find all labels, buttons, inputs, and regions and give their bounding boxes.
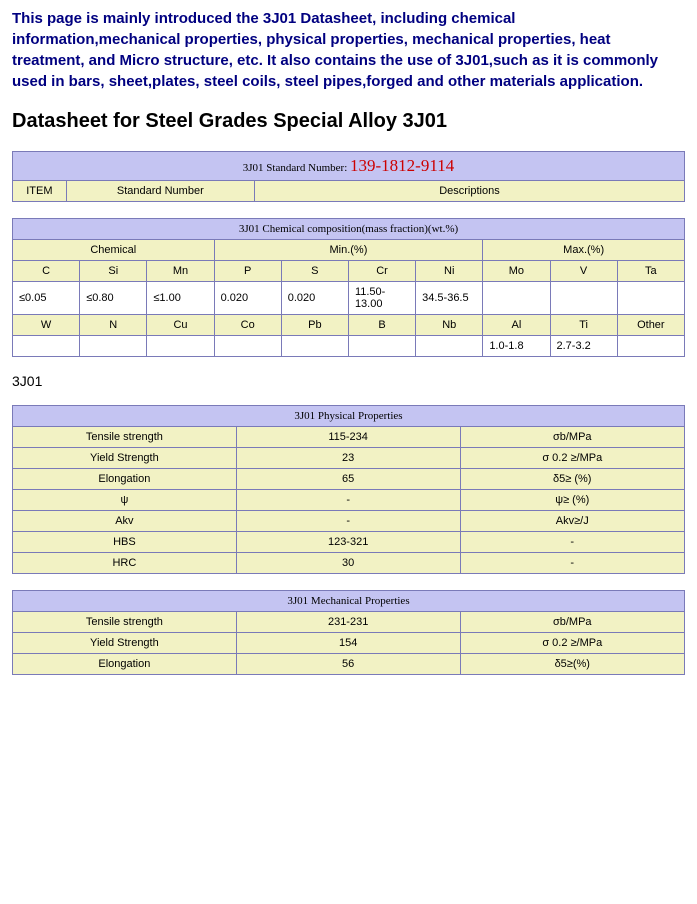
chem-h-chemical: Chemical: [13, 240, 215, 261]
mech-label: Yield Strength: [13, 633, 237, 654]
phys-unit: ψ≥ (%): [460, 490, 684, 511]
chem-label: Mo: [483, 261, 550, 282]
physical-properties-table: 3J01 Physical Properties Tensile strengt…: [12, 405, 685, 574]
chem-label: Mn: [147, 261, 214, 282]
chem-h-max: Max.(%): [483, 240, 685, 261]
phys-label: Yield Strength: [13, 448, 237, 469]
chem-val: 0.020: [281, 282, 348, 315]
page-title: Datasheet for Steel Grades Special Alloy…: [12, 110, 685, 133]
phys-unit: -: [460, 532, 684, 553]
mech-unit: σ 0.2 ≥/MPa: [460, 633, 684, 654]
mech-unit: σb/MPa: [460, 612, 684, 633]
chemical-composition-table: 3J01 Chemical composition(mass fraction)…: [12, 218, 685, 357]
chem-label: Ta: [617, 261, 684, 282]
chem-label: V: [550, 261, 617, 282]
col-desc: Descriptions: [254, 181, 684, 202]
phys-label: HBS: [13, 532, 237, 553]
chem-val: ≤0.05: [13, 282, 80, 315]
standard-number-table: 3J01 Standard Number: 139-1812-9114 ITEM…: [12, 151, 685, 202]
chem-val: ≤1.00: [147, 282, 214, 315]
chem-label: S: [281, 261, 348, 282]
phys-val: 23: [236, 448, 460, 469]
col-std: Standard Number: [66, 181, 254, 202]
chem-val: [214, 336, 281, 357]
chem-val: [348, 336, 415, 357]
phys-unit: Akv≥/J: [460, 511, 684, 532]
phys-title: 3J01 Physical Properties: [13, 406, 685, 427]
phys-label: ψ: [13, 490, 237, 511]
chem-label: Ti: [550, 315, 617, 336]
mech-unit: δ5≥(%): [460, 654, 684, 675]
chem-val: [281, 336, 348, 357]
phys-unit: -: [460, 553, 684, 574]
chem-label: P: [214, 261, 281, 282]
chem-label: Cr: [348, 261, 415, 282]
mech-val: 56: [236, 654, 460, 675]
chem-label: C: [13, 261, 80, 282]
chem-val: ≤0.80: [80, 282, 147, 315]
mech-val: 154: [236, 633, 460, 654]
phys-val: 123-321: [236, 532, 460, 553]
intro-paragraph: This page is mainly introduced the 3J01 …: [12, 8, 685, 92]
chem-val: 11.50-13.00: [348, 282, 415, 315]
chem-title: 3J01 Chemical composition(mass fraction)…: [13, 219, 685, 240]
mech-val: 231-231: [236, 612, 460, 633]
phys-unit: σ 0.2 ≥/MPa: [460, 448, 684, 469]
mechanical-properties-table: 3J01 Mechanical Properties Tensile stren…: [12, 590, 685, 675]
mech-title: 3J01 Mechanical Properties: [13, 591, 685, 612]
phys-val: 115-234: [236, 427, 460, 448]
chem-label: B: [348, 315, 415, 336]
chem-val: [483, 282, 550, 315]
standard-number: 139-1812-9114: [350, 156, 454, 175]
chem-val: [147, 336, 214, 357]
chem-label: W: [13, 315, 80, 336]
chem-val: [550, 282, 617, 315]
phys-val: -: [236, 511, 460, 532]
phys-val: 30: [236, 553, 460, 574]
mech-label: Elongation: [13, 654, 237, 675]
chem-label: Pb: [281, 315, 348, 336]
phys-unit: δ5≥ (%): [460, 469, 684, 490]
mid-label: 3J01: [12, 373, 685, 389]
chem-label: N: [80, 315, 147, 336]
mech-label: Tensile strength: [13, 612, 237, 633]
standard-header: 3J01 Standard Number: 139-1812-9114: [13, 152, 685, 181]
chem-label: Si: [80, 261, 147, 282]
chem-label: Cu: [147, 315, 214, 336]
chem-val: 2.7-3.2: [550, 336, 617, 357]
phys-label: HRC: [13, 553, 237, 574]
phys-label: Tensile strength: [13, 427, 237, 448]
phys-val: -: [236, 490, 460, 511]
chem-val: 1.0-1.8: [483, 336, 550, 357]
chem-val: [416, 336, 483, 357]
phys-unit: σb/MPa: [460, 427, 684, 448]
col-item: ITEM: [13, 181, 67, 202]
chem-val: [617, 336, 684, 357]
chem-val: 0.020: [214, 282, 281, 315]
chem-h-min: Min.(%): [214, 240, 483, 261]
chem-label: Nb: [416, 315, 483, 336]
chem-label: Al: [483, 315, 550, 336]
phys-val: 65: [236, 469, 460, 490]
chem-label: Ni: [416, 261, 483, 282]
chem-val: [80, 336, 147, 357]
phys-label: Akv: [13, 511, 237, 532]
chem-label: Other: [617, 315, 684, 336]
standard-title: 3J01 Standard Number:: [243, 162, 347, 174]
chem-val: [617, 282, 684, 315]
chem-label: Co: [214, 315, 281, 336]
phys-label: Elongation: [13, 469, 237, 490]
chem-val: [13, 336, 80, 357]
chem-val: 34.5-36.5: [416, 282, 483, 315]
